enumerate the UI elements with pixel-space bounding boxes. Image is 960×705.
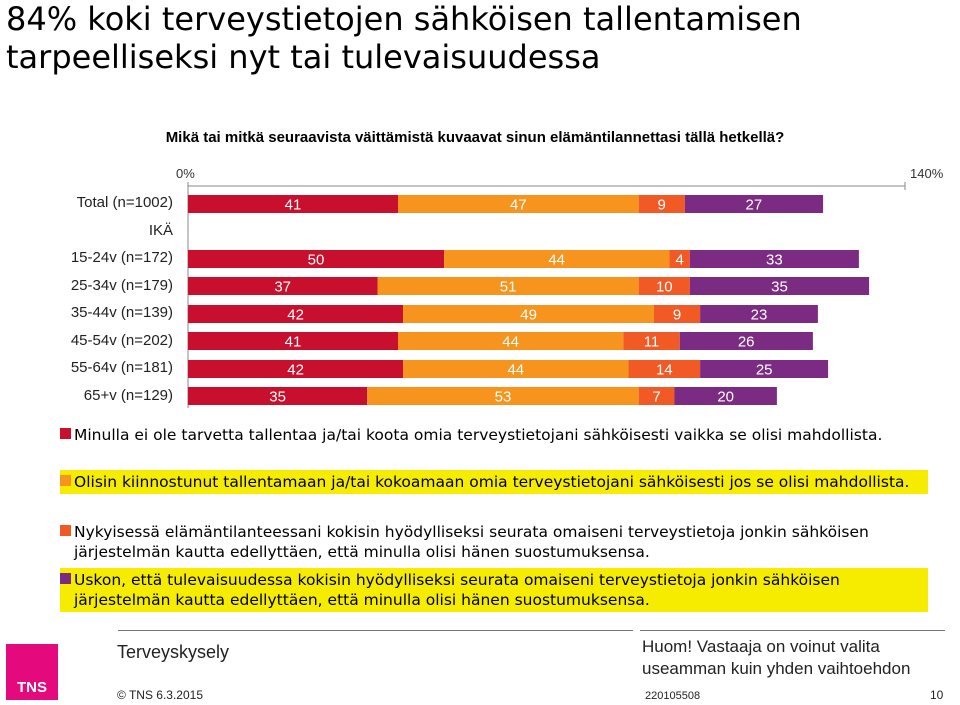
bar-segment-r3-s2	[654, 305, 701, 323]
bar-segment-r2-s0	[188, 277, 378, 295]
bar-segment-r3-s0	[188, 305, 404, 323]
data-label-r6-s1: 53	[495, 389, 512, 406]
row-label-35-44: 35-44v (n=139)	[70, 304, 173, 321]
legend-label-3: Nykyisessä elämäntilanteessani kokisin h…	[74, 523, 869, 561]
page-title: 84% koki terveystietojen sähköisen talle…	[6, 0, 802, 76]
bar-segment-r2-s1	[377, 277, 639, 295]
data-label-r6-s3: 20	[717, 389, 734, 406]
bar-segment-r5-s3	[700, 360, 829, 378]
axis-max-label: 140%	[910, 166, 944, 181]
data-label-r6-s0: 35	[269, 389, 286, 406]
legend-label-4: Uskon, että tulevaisuudessa kokisin hyöd…	[74, 571, 840, 609]
data-label-r4-s0: 41	[285, 334, 302, 351]
data-label-r1-s1: 44	[548, 252, 565, 269]
data-label-r2-s0: 37	[274, 279, 291, 296]
bar-segment-r2-s2	[638, 277, 690, 295]
data-label-r0-s0: 41	[285, 197, 302, 214]
bar-segment-r1-s3	[689, 250, 859, 268]
data-label-r0-s2: 9	[658, 197, 666, 214]
footer-divider-right	[640, 630, 945, 631]
bar-segment-r1-s1	[444, 250, 670, 268]
data-label-r3-s0: 42	[287, 307, 304, 324]
legend-item-3: Nykyisessä elämäntilanteessani kokisin h…	[60, 520, 928, 564]
data-label-r4-s1: 44	[502, 334, 519, 351]
data-label-r2-s3: 35	[771, 279, 788, 296]
data-label-r4-s3: 26	[738, 334, 755, 351]
group-label-age: IKÄ	[148, 222, 173, 239]
data-label-r3-s2: 9	[673, 307, 681, 324]
legend-item-2: Olisin kiinnostunut tallentamaan ja/tai …	[60, 470, 928, 494]
data-label-r5-s0: 42	[287, 362, 304, 379]
legend-swatch-2	[60, 475, 71, 486]
footer-divider	[118, 630, 633, 631]
row-label-65plus: 65+v (n=129)	[83, 387, 173, 404]
bar-segment-r1-s0	[188, 250, 445, 268]
data-label-r3-s1: 49	[520, 307, 537, 324]
bar-segment-r0-s3	[684, 195, 824, 213]
survey-question: Mikä tai mitkä seuraavista väittämistä k…	[165, 129, 785, 146]
bar-segment-r4-s2	[623, 332, 680, 350]
axis-min-label: 0%	[176, 166, 195, 181]
bar-segment-r0-s2	[638, 195, 685, 213]
data-label-r5-s3: 25	[756, 362, 773, 379]
footer-survey-name: Terveyskysely	[117, 642, 230, 662]
bar-segment-r0-s0	[188, 195, 398, 213]
data-label-r2-s2: 10	[656, 279, 673, 296]
tns-logo: TNS	[6, 644, 58, 700]
bar-segment-r4-s0	[188, 332, 398, 350]
data-label-r5-s1: 44	[507, 362, 524, 379]
data-label-r1-s3: 33	[766, 252, 783, 269]
data-label-r0-s3: 27	[746, 197, 763, 214]
data-label-r3-s3: 23	[751, 307, 768, 324]
bar-segment-r2-s3	[689, 277, 870, 295]
legend-label-1: Minulla ei ole tarvetta tallentaa ja/tai…	[74, 426, 883, 444]
footer-note: Huom! Vastaaja on voinut valita useamman…	[642, 637, 911, 678]
data-label-r1-s0: 50	[308, 252, 325, 269]
bar-segment-r0-s1	[398, 195, 639, 213]
bar-segment-r6-s3	[674, 387, 777, 405]
row-label-55-64: 55-64v (n=181)	[70, 359, 173, 376]
bar-segment-r5-s1	[403, 360, 629, 378]
bar-segment-r6-s2	[638, 387, 675, 405]
data-label-r5-s2: 14	[656, 362, 673, 379]
legend-item-4: Uskon, että tulevaisuudessa kokisin hyöd…	[60, 568, 928, 612]
page-number: 10	[930, 688, 944, 702]
legend-label-2: Olisin kiinnostunut tallentamaan ja/tai …	[74, 473, 910, 491]
legend-item-1: Minulla ei ole tarvetta tallentaa ja/tai…	[60, 423, 928, 447]
data-label-r6-s2: 7	[652, 389, 660, 406]
bar-segment-r5-s0	[188, 360, 404, 378]
bar-segment-r4-s1	[398, 332, 624, 350]
legend-swatch-4	[60, 573, 71, 584]
bar-segment-r3-s1	[403, 305, 654, 323]
bar-segment-r3-s3	[700, 305, 818, 323]
row-label-25-34: 25-34v (n=179)	[70, 277, 173, 294]
bar-segment-r6-s0	[188, 387, 368, 405]
data-label-r2-s1: 51	[500, 279, 517, 296]
row-label-15-24: 15-24v (n=172)	[70, 249, 173, 266]
bar-segment-r1-s2	[669, 250, 690, 268]
bar-segment-r5-s2	[628, 360, 701, 378]
data-label-r0-s1: 47	[510, 197, 527, 214]
legend-swatch-3	[60, 525, 71, 536]
legend-swatch-1	[60, 428, 71, 439]
footer-copyright: © TNS 6.3.2015	[117, 688, 204, 702]
bar-segment-r4-s3	[679, 332, 813, 350]
bar-segment-r6-s1	[367, 387, 639, 405]
data-label-r1-s2: 4	[676, 252, 684, 269]
tns-logo-text: TNS	[17, 679, 47, 696]
row-label-45-54: 45-54v (n=202)	[70, 332, 173, 349]
row-label-total: Total (n=1002)	[76, 194, 173, 211]
data-label-r4-s2: 11	[644, 334, 660, 351]
footer-project-number: 220105508	[645, 690, 701, 702]
